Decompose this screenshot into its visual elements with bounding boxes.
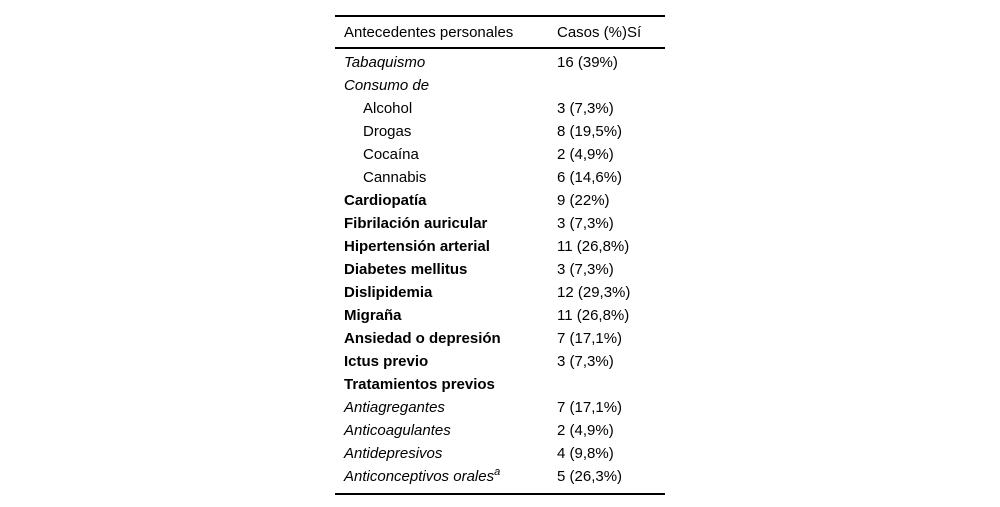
row-label: Cardiopatía — [344, 192, 427, 209]
row-value: 4 (9,8%) — [557, 445, 614, 462]
row-value: 16 (39%) — [557, 54, 618, 71]
row-value: 7 (17,1%) — [557, 330, 623, 347]
row-value: 11 (26,8%) — [557, 307, 630, 324]
row-label: Dislipidemia — [344, 284, 433, 301]
row-value: 6 (14,6%) — [557, 169, 623, 186]
row-value: 11 (26,8%) — [557, 238, 630, 255]
column-header-casos: Casos (%)Sí — [557, 23, 642, 41]
row-value: 5 (26,3%) — [557, 468, 623, 485]
table-row: Drogas 8 (19,5%) — [335, 120, 665, 143]
row-label: Alcohol — [363, 100, 413, 117]
table-row: Cardiopatía 9 (22%) — [335, 189, 665, 212]
row-value: 8 (19,5%) — [557, 123, 623, 140]
row-value: 3 (7,3%) — [557, 261, 614, 278]
table-row: Antidepresivos 4 (9,8%) — [335, 442, 665, 465]
table-row: Alcohol 3 (7,3%) — [335, 97, 665, 120]
table-row: Tratamientos previos — [335, 373, 665, 396]
table-row: Ictus previo 3 (7,3%) — [335, 350, 665, 373]
table-row: Ansiedad o depresión 7 (17,1%) — [335, 327, 665, 350]
table-row: Anticoagulantes 2 (4,9%) — [335, 419, 665, 442]
table-row: Diabetes mellitus 3 (7,3%) — [335, 258, 665, 281]
row-label: Fibrilación auricular — [344, 215, 488, 232]
row-value: 2 (4,9%) — [557, 146, 614, 163]
table-row: Dislipidemia 12 (29,3%) — [335, 281, 665, 304]
table-row: Fibrilación auricular 3 (7,3%) — [335, 212, 665, 235]
personal-history-table: Antecedentes personales Casos (%)Sí Taba… — [335, 15, 665, 495]
table-row: Hipertensión arterial 11 (26,8%) — [335, 235, 665, 258]
row-value: 12 (29,3%) — [557, 284, 631, 301]
table-row: Cannabis 6 (14,6%) — [335, 166, 665, 189]
table-row: Antiagregantes 7 (17,1%) — [335, 396, 665, 419]
row-label: Cannabis — [363, 169, 427, 186]
row-value: 3 (7,3%) — [557, 100, 614, 117]
row-value: 3 (7,3%) — [557, 353, 614, 370]
row-value: 2 (4,9%) — [557, 422, 614, 439]
table-row: Migraña 11 (26,8%) — [335, 304, 665, 327]
table-row: Consumo de — [335, 74, 665, 97]
row-label: Antiagregantes — [344, 399, 445, 416]
table-row: Anticonceptivos oralesa 5 (26,3%) — [335, 465, 665, 488]
row-label: Anticonceptivos oralesa — [344, 466, 501, 486]
column-header-antecedentes: Antecedentes personales — [344, 23, 514, 41]
row-label: Hipertensión arterial — [344, 238, 490, 255]
row-label: Ictus previo — [344, 353, 429, 370]
footnote-marker: a — [494, 466, 501, 478]
row-label: Diabetes mellitus — [344, 261, 468, 278]
row-value: 3 (7,3%) — [557, 215, 614, 232]
row-label: Consumo de — [344, 77, 430, 94]
row-label: Drogas — [363, 123, 412, 140]
table-header-row: Antecedentes personales Casos (%)Sí — [335, 17, 665, 49]
row-label: Antidepresivos — [344, 445, 443, 462]
table-body: Tabaquismo 16 (39%) Consumo de Alcohol 3 (7,… — [335, 49, 665, 493]
row-label: Migraña — [344, 307, 402, 324]
row-value: 9 (22%) — [557, 192, 610, 209]
row-label: Tabaquismo — [344, 54, 426, 71]
row-value: 7 (17,1%) — [557, 399, 623, 416]
row-label: Tratamientos previos — [344, 376, 495, 393]
row-label: Anticoagulantes — [344, 422, 451, 439]
row-label: Ansiedad o depresión — [344, 330, 501, 347]
table-row: Cocaína 2 (4,9%) — [335, 143, 665, 166]
table-row: Tabaquismo 16 (39%) — [335, 51, 665, 74]
row-label: Cocaína — [363, 146, 419, 163]
